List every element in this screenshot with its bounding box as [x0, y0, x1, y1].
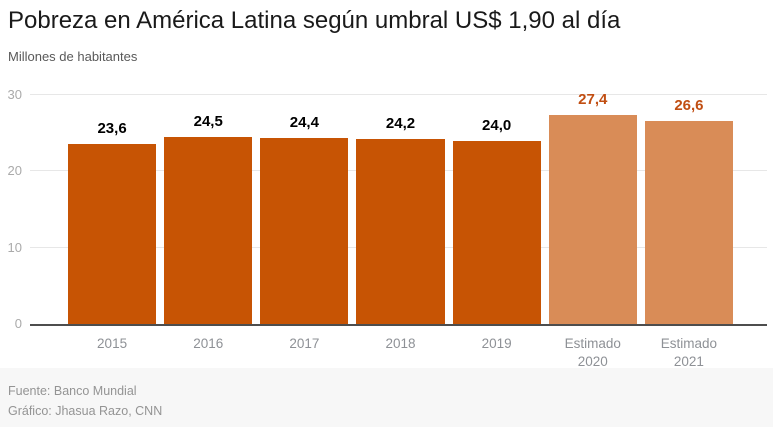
bar-group-estimado-2020: 27,4 Estimado 2020: [548, 91, 637, 369]
bar-value-label: 24,0: [482, 116, 512, 134]
y-tick-label-20: 20: [7, 163, 22, 179]
chart-subtitle: Millones de habitantes: [8, 49, 138, 64]
bar-group-2015: 23,6 2015: [68, 95, 157, 351]
bar-value-label: 24,2: [385, 115, 416, 133]
y-tick-label-0: 0: [14, 316, 22, 331]
x-tick-label: Estimado 2021: [660, 336, 718, 369]
x-tick-label: 2016: [193, 336, 224, 351]
bar: [356, 139, 445, 324]
bar-group-2016: 24,5 2016: [164, 95, 253, 351]
footer: Fuente: Banco Mundial Gráfico: Jhasua Ra…: [0, 368, 773, 427]
bar-series: 23,6 2015 24,5 2016 24,4 2017 24,2 2018 24,0 2019…: [68, 91, 733, 369]
bar-estimated: [644, 120, 733, 324]
bar: [452, 140, 541, 324]
bar-group-2019: 24,0 2019: [452, 95, 541, 351]
y-tick-label-30: 30: [7, 87, 22, 102]
x-tick-label: 2015: [97, 336, 128, 351]
bar-value-label: 27,4: [578, 90, 608, 108]
bar-estimated: [548, 114, 637, 324]
y-tick-label-10: 10: [7, 239, 22, 255]
credit-note: Gráfico: Jhasua Razo, CNN: [8, 404, 163, 418]
bar-value-label: 23,6: [97, 119, 127, 137]
gridline-30: [30, 94, 767, 95]
bar-group-estimado-2021: 26,6 Estimado 2021: [644, 95, 733, 369]
source-note: Fuente: Banco Mundial: [8, 384, 137, 398]
bar-value-label: 24,4: [289, 113, 319, 131]
x-tick-label: Estimado 2020: [564, 336, 621, 369]
bar-group-2017: 24,4 2017: [260, 95, 349, 351]
y-axis-labels: 0 10 20 30: [0, 87, 24, 331]
x-tick-label: 2017: [289, 336, 320, 351]
x-tick-label: 2018: [385, 336, 416, 351]
bar-group-2018: 24,2 2018: [356, 95, 445, 351]
bar: [68, 143, 157, 324]
x-tick-label: 2019: [481, 336, 512, 351]
bar-value-label: 24,5: [193, 112, 223, 130]
bar: [164, 136, 253, 324]
bar-value-label: 26,6: [674, 96, 704, 114]
bar: [260, 137, 349, 324]
chart-title: Pobreza en América Latina según umbral U…: [8, 7, 621, 34]
